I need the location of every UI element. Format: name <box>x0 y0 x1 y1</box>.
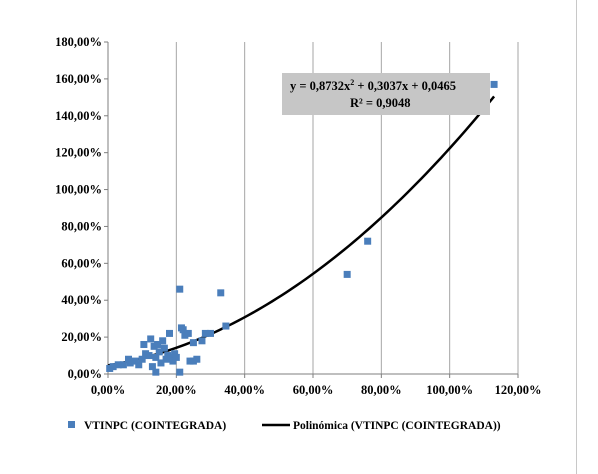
r-squared-label: R² = 0,9048 <box>350 96 411 110</box>
x-tick-label: 100,00% <box>426 383 473 397</box>
x-tick-label: 20,00% <box>156 383 197 397</box>
scatter-point <box>189 339 197 347</box>
scatter-point <box>131 357 139 365</box>
scatter-point <box>138 355 146 363</box>
scatter-point <box>135 361 143 369</box>
y-tick-label: 80,00% <box>61 219 102 233</box>
y-tick-label: 20,00% <box>61 330 102 344</box>
equation-annotation: y = 0,8732x2 + 0,3037x + 0,0465 R² = 0,9… <box>282 73 490 115</box>
y-tick-label: 120,00% <box>55 146 102 160</box>
scatter-point <box>140 340 148 348</box>
y-tick-label: 0,00% <box>68 367 102 381</box>
scatter-points <box>106 80 498 376</box>
scatter-point <box>179 326 187 334</box>
scatter-point <box>148 363 156 371</box>
scatter-point <box>176 368 184 376</box>
y-tick-label: 160,00% <box>55 72 102 86</box>
legend-label-scatter: VTINPC (COINTEGRADA) <box>84 420 226 432</box>
x-tick-label: 60,00% <box>293 383 334 397</box>
scatter-point <box>125 355 132 363</box>
trendline-path <box>107 95 496 367</box>
scatter-point <box>109 363 117 371</box>
x-tick-label: 120,00% <box>495 383 542 397</box>
right-edge-border <box>576 0 577 474</box>
scatter-point <box>152 353 160 361</box>
scatter-point <box>184 329 192 337</box>
scatter-point <box>343 270 351 278</box>
scatter-point <box>169 357 177 365</box>
scatter-point <box>159 337 167 345</box>
scatter-point <box>157 359 165 367</box>
scatter-point <box>172 353 180 361</box>
x-tick-label: 40,00% <box>224 383 265 397</box>
x-tick-label: 80,00% <box>361 383 402 397</box>
y-tick-label: 60,00% <box>61 256 102 270</box>
scatter-point <box>201 329 209 337</box>
legend-marker-scatter <box>68 421 75 428</box>
trendline-group <box>107 95 496 367</box>
scatter-point <box>114 361 122 369</box>
scatter-point <box>222 322 230 330</box>
scatter-point <box>154 340 162 348</box>
scatter-point <box>171 350 179 358</box>
scatter-point <box>155 348 163 356</box>
legend: VTINPC (COINTEGRADA) Polinómica (VTINPC … <box>68 420 501 432</box>
y-tick-labels: 0,00% 20,00% 40,00% 60,00% 80,00% 100,00% 120,… <box>55 35 108 381</box>
scatter-point <box>490 80 498 88</box>
scatter-point <box>167 353 175 361</box>
x-tick-label: 0,00% <box>91 383 125 397</box>
scatter-point <box>160 344 168 352</box>
scatter-point <box>145 352 153 360</box>
scatter-point <box>207 329 214 337</box>
scatter-point <box>119 361 127 369</box>
scatter-point <box>198 337 206 345</box>
scatter-point <box>147 335 155 343</box>
y-tick-label: 180,00% <box>55 35 102 49</box>
equation-rest: + 0,3037x + 0,0465 <box>354 79 456 93</box>
equation-text: y = 0,8732x <box>290 79 351 93</box>
legend-label-trendline: Polinómica (VTINPC (COINTEGRADA)) <box>293 420 501 432</box>
y-tick-label: 40,00% <box>61 293 102 307</box>
equation-label: y = 0,8732x2 + 0,3037x + 0,0465 <box>290 78 456 93</box>
equation-superscript: 2 <box>350 78 354 87</box>
scatter-point <box>176 285 184 293</box>
scatter-point <box>364 237 372 245</box>
scatter-point <box>193 355 201 363</box>
y-tick-label: 100,00% <box>55 183 102 197</box>
equation-box <box>282 73 490 115</box>
scatter-point <box>166 329 173 337</box>
scatter-point <box>126 359 134 367</box>
scatter-point <box>152 368 160 376</box>
x-tick-labels: 0,00% 20,00% 40,00% 60,00% 80,00% 100,00% 120,… <box>91 374 542 397</box>
scatter-point <box>217 289 225 297</box>
scatter-point <box>162 355 170 363</box>
y-tick-label: 140,00% <box>55 109 102 123</box>
